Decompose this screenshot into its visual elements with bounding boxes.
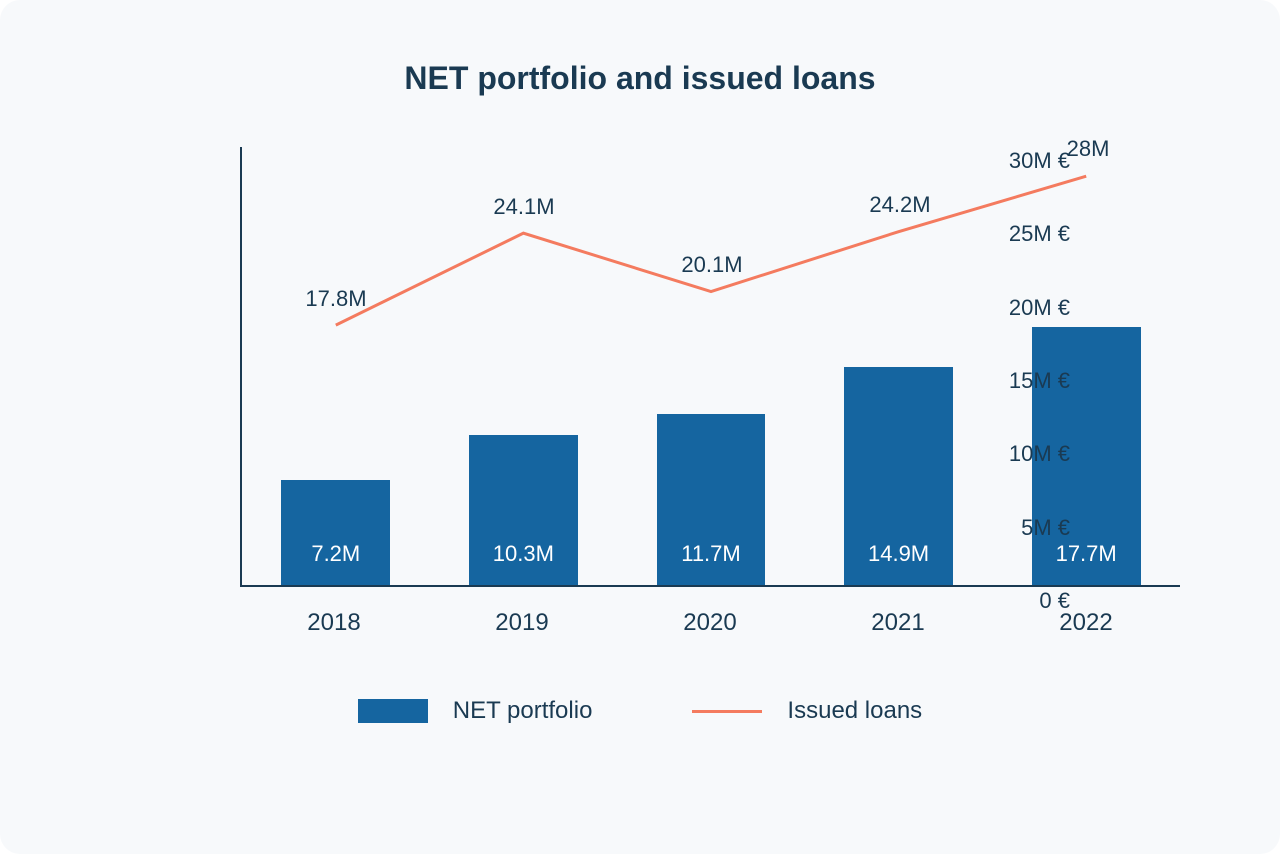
x-axis: 20182019202020212022	[240, 609, 1180, 637]
bar-value-label: 10.3M	[493, 541, 554, 585]
chart-card: NET portfolio and issued loans 7.2M 10.3M…	[0, 0, 1280, 854]
legend-line-swatch	[692, 710, 762, 713]
line-value-label: 20.1M	[681, 252, 742, 278]
bar: 11.7M	[657, 414, 766, 585]
y-tick-label: 10M €	[140, 441, 1070, 467]
legend: NET portfolio Issued loans	[80, 697, 1200, 725]
legend-bar-swatch	[358, 699, 428, 723]
legend-item-line: Issued loans	[692, 697, 922, 725]
x-tick-label: 2022	[992, 609, 1180, 637]
chart-title: NET portfolio and issued loans	[80, 60, 1200, 97]
x-tick-label: 2019	[428, 609, 616, 637]
y-tick-label: 15M €	[140, 368, 1070, 394]
line-value-label: 28M	[1067, 136, 1110, 162]
chart-area: 7.2M10.3M11.7M14.9M17.7M 17.8M24.1M20.1M…	[140, 147, 1180, 627]
legend-line-label: Issued loans	[787, 697, 922, 725]
y-tick-label: 30M €	[140, 148, 1070, 174]
line-value-label: 24.2M	[869, 192, 930, 218]
x-tick-label: 2020	[616, 609, 804, 637]
bar-value-label: 7.2M	[311, 541, 360, 585]
x-tick-label: 2018	[240, 609, 428, 637]
bar: 14.9M	[844, 367, 953, 585]
y-tick-label: 20M €	[140, 295, 1070, 321]
y-tick-label: 25M €	[140, 221, 1070, 247]
x-tick-label: 2021	[804, 609, 992, 637]
y-tick-label: 5M €	[140, 515, 1070, 541]
bar-value-label: 14.9M	[868, 541, 929, 585]
bar-value-label: 17.7M	[1056, 541, 1117, 585]
bar-value-label: 11.7M	[681, 541, 741, 585]
legend-bar-label: NET portfolio	[453, 697, 593, 725]
legend-item-bars: NET portfolio	[358, 697, 593, 725]
line-value-label: 24.1M	[493, 194, 554, 220]
